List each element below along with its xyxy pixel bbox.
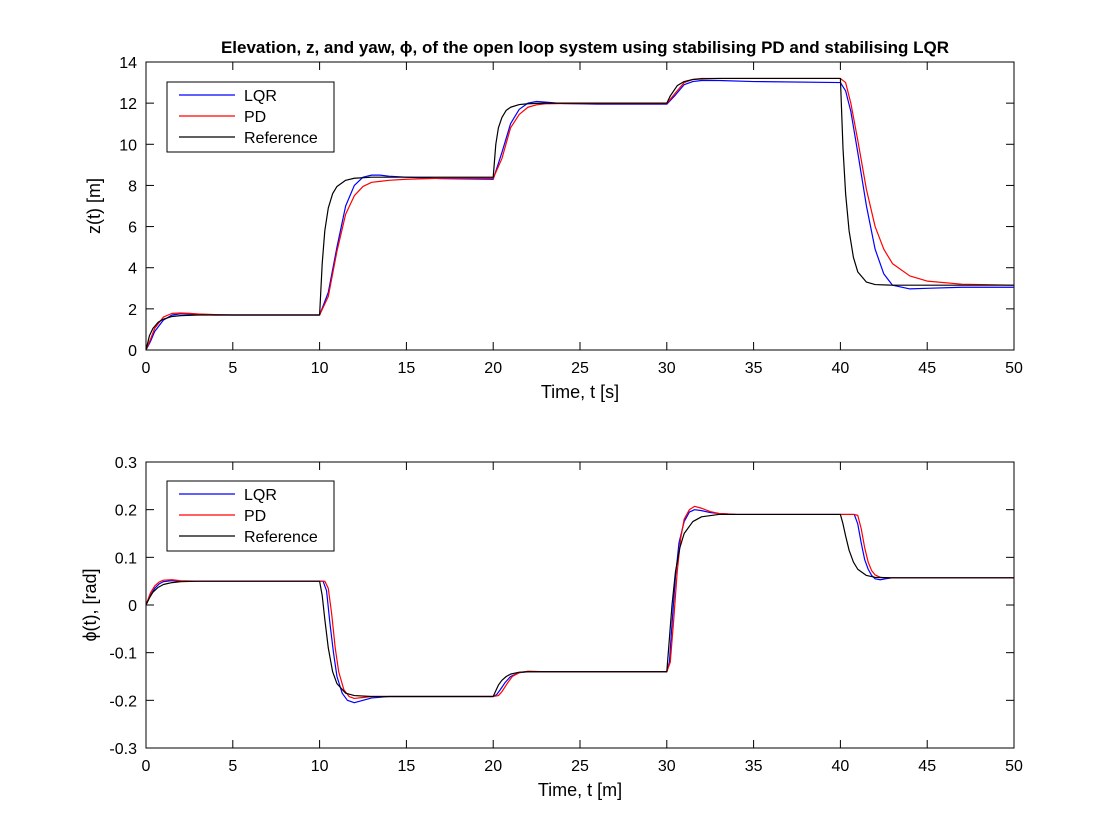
legend-label: LQR: [244, 88, 277, 105]
y-tick-label: 4: [128, 261, 137, 278]
x-tick-label: 5: [228, 360, 237, 377]
x-tick-label: 40: [832, 758, 850, 775]
y-axis-label: z(t) [m]: [84, 178, 104, 234]
series-group: [146, 77, 1014, 350]
y-tick-label: 6: [128, 220, 137, 237]
series-line-reference: [146, 77, 1014, 350]
legend: LQR PD Reference: [166, 480, 335, 552]
y-tick-label: -0.2: [109, 693, 137, 710]
x-tick-label: 45: [918, 360, 936, 377]
legend: LQR PD Reference: [166, 81, 335, 153]
x-tick-label: 30: [658, 360, 676, 377]
x-tick-label: 25: [571, 360, 589, 377]
chart-panel-1: 0 5 10 15 20 25 30 35 40 45 50 0 2 4 6 8 10 12 14 LQR PD Refe…: [84, 38, 1023, 402]
y-tick-label: 0.1: [115, 550, 137, 567]
legend-label: Reference: [244, 529, 318, 546]
chart-title: Elevation, z, and yaw, ϕ, of the open lo…: [221, 38, 949, 57]
y-tick-label: 10: [119, 137, 137, 154]
legend-label: PD: [244, 109, 266, 126]
x-tick-label: 10: [311, 360, 329, 377]
y-tick-label: 2: [128, 302, 137, 319]
chart-panel-2: 0 5 10 15 20 25 30 35 40 45 50 -0.3 -0.2 -0.1 0 0.1 0.2 0…: [80, 455, 1023, 800]
x-tick-label: 35: [745, 360, 763, 377]
legend-label: Reference: [244, 130, 318, 147]
legend-box: [166, 480, 335, 552]
x-tick-label: 25: [571, 758, 589, 775]
y-tick-label: 0: [128, 343, 137, 360]
x-tick-label: 20: [484, 360, 502, 377]
x-tick-label: 0: [142, 360, 151, 377]
series-line-reference: [146, 513, 1014, 698]
x-tick-label: 10: [311, 758, 329, 775]
y-tick-label: -0.3: [109, 741, 137, 758]
x-tick-label: 30: [658, 758, 676, 775]
x-tick-label: 40: [832, 360, 850, 377]
series-group: [146, 505, 1014, 704]
x-tick-label: 0: [142, 758, 151, 775]
x-tick-label: 5: [228, 758, 237, 775]
y-tick-label: 0.3: [115, 455, 137, 472]
y-tick-label: 8: [128, 178, 137, 195]
y-tick-label: 0: [128, 598, 137, 615]
y-tick-label: 0.2: [115, 503, 137, 520]
y-tick-label: 14: [119, 55, 137, 72]
x-axis-label: Time, t [m]: [538, 780, 622, 800]
x-tick-label: 20: [484, 758, 502, 775]
x-axis-label: Time, t [s]: [541, 382, 619, 402]
y-axis-label: ϕ(t), [rad]: [80, 568, 100, 641]
legend-label: LQR: [244, 487, 277, 504]
legend-label: PD: [244, 508, 266, 525]
x-tick-label: 15: [398, 360, 416, 377]
x-tick-label: 45: [918, 758, 936, 775]
x-tick-label: 50: [1005, 758, 1023, 775]
x-tick-label: 50: [1005, 360, 1023, 377]
x-tick-label: 15: [398, 758, 416, 775]
legend-box: [166, 81, 335, 153]
x-tick-label: 35: [745, 758, 763, 775]
y-tick-label: -0.1: [109, 646, 137, 663]
y-tick-label: 12: [119, 96, 137, 113]
